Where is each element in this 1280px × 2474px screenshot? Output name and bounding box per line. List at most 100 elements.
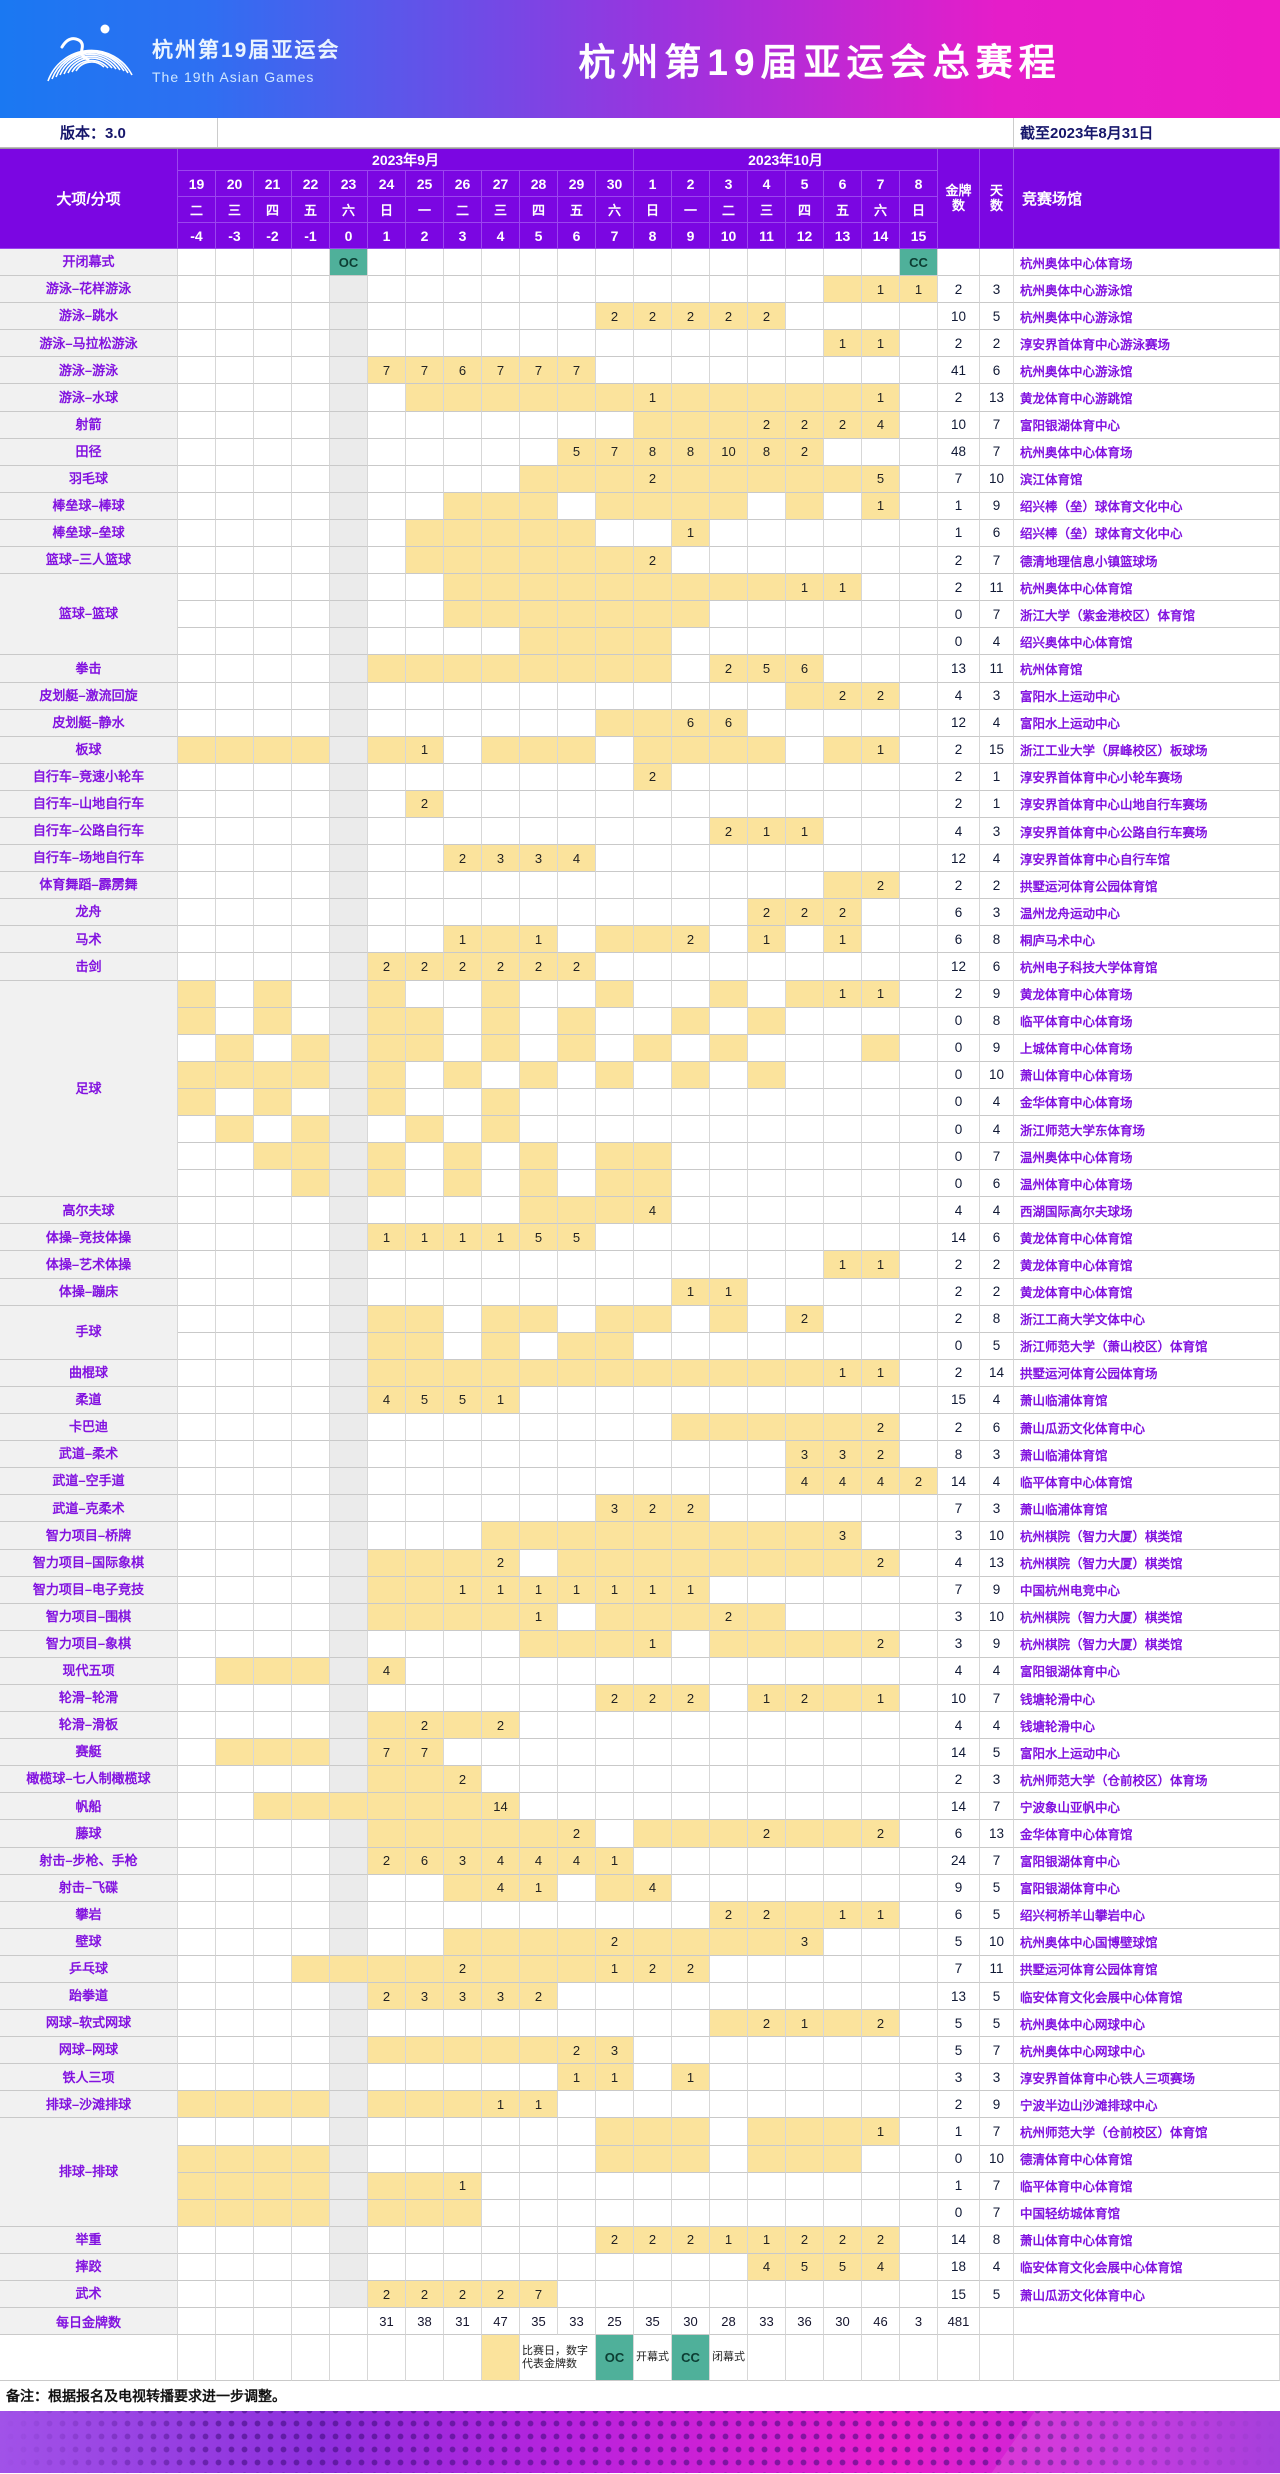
day-cell (748, 790, 786, 818)
day-cell (444, 249, 482, 277)
day-cell (216, 1955, 254, 1983)
day-cell (444, 303, 482, 331)
day-cell (596, 2145, 634, 2173)
day-cell (786, 790, 824, 818)
day-cell: 2 (368, 1983, 406, 2011)
day-cell (786, 2091, 824, 2119)
day-cell (482, 899, 520, 927)
day-cell (330, 1874, 368, 1902)
day-cell (330, 655, 368, 683)
days-cell: 13 (980, 384, 1014, 412)
day-cell (292, 465, 330, 493)
day-cell (824, 1305, 862, 1333)
day-cell (710, 249, 748, 277)
day-cell (900, 736, 938, 764)
day-cell (672, 763, 710, 791)
day-cell (748, 872, 786, 900)
day-cell: 2 (444, 1955, 482, 1983)
day-cell (786, 2037, 824, 2065)
day-cell (900, 872, 938, 900)
day-cell (710, 330, 748, 358)
day-cell (330, 438, 368, 466)
day-cell (178, 2118, 216, 2146)
day-cell: 1 (824, 1901, 862, 1929)
day-cell (520, 1468, 558, 1496)
day-cell (406, 519, 444, 548)
day-cell (444, 411, 482, 439)
day-cell (710, 1684, 748, 1713)
day-cell (710, 980, 748, 1008)
day-cell (900, 1983, 938, 2011)
day-cell (748, 519, 786, 548)
days-cell: 2 (980, 330, 1014, 358)
day-cell (558, 1549, 596, 1577)
days-cell: 9 (980, 1034, 1014, 1062)
day-cell (748, 1305, 786, 1333)
day-cell (444, 2226, 482, 2254)
day-cell (596, 1414, 634, 1442)
day-cell (558, 1007, 596, 1035)
day-cell (634, 330, 672, 358)
day-cell (596, 465, 634, 493)
day-cell (710, 1007, 748, 1035)
day-cell (672, 899, 710, 927)
day-cell (672, 1983, 710, 2011)
day-cell (216, 1630, 254, 1658)
day-cell (330, 1116, 368, 1144)
day-cell: 2 (824, 899, 862, 927)
day-cell (824, 1197, 862, 1225)
day-cell (178, 1034, 216, 1062)
day-cell (710, 899, 748, 927)
weekday-header: 五 (824, 197, 862, 223)
day-cell: 5 (558, 438, 596, 466)
day-cell (558, 1468, 596, 1496)
day-cell (368, 1684, 406, 1713)
gold-count-cell: 6 (938, 899, 980, 927)
day-cell (368, 1522, 406, 1550)
day-cell: 2 (368, 953, 406, 981)
day-cell (406, 1170, 444, 1198)
day-cell (786, 1522, 824, 1550)
day-cell: 1 (824, 1359, 862, 1387)
venue-cell: 黄龙体育中心游跳馆 (1014, 384, 1280, 412)
day-cell (824, 736, 862, 764)
day-cell (216, 1278, 254, 1306)
day-cell (596, 1386, 634, 1415)
day-cell (900, 926, 938, 954)
day-cell (406, 330, 444, 358)
day-cell (216, 411, 254, 439)
day-cell (292, 1739, 330, 1767)
day-cell (748, 1441, 786, 1469)
legend-cc-swatch: CC (672, 2335, 710, 2382)
day-cell (330, 872, 368, 900)
day-cell (216, 2226, 254, 2254)
day-cell (786, 1847, 824, 1875)
gold-count-cell: 2 (938, 547, 980, 575)
days-cell: 4 (980, 1197, 1014, 1225)
sport-label: 网球–网球 (0, 2037, 178, 2065)
day-cell (330, 1251, 368, 1279)
day-cell: 2 (786, 1305, 824, 1333)
day-index-header: 4 (482, 223, 520, 249)
day-cell (862, 1603, 900, 1631)
day-cell (444, 1088, 482, 1116)
day-cell (292, 1983, 330, 2011)
day-cell (368, 492, 406, 520)
day-cell (216, 1034, 254, 1062)
day-cell (596, 519, 634, 548)
day-cell (216, 1712, 254, 1740)
logo-title-en: The 19th Asian Games (152, 68, 315, 85)
day-cell (482, 1766, 520, 1794)
day-cell (900, 1522, 938, 1550)
day-cell (634, 357, 672, 385)
day-index-header: 13 (824, 223, 862, 249)
gold-count-cell (938, 2335, 980, 2382)
day-cell: 2 (900, 1468, 938, 1496)
day-cell (482, 1197, 520, 1225)
day-cell (558, 411, 596, 439)
venue-cell: 杭州电子科技大学体育馆 (1014, 953, 1280, 981)
day-cell: 2 (520, 953, 558, 981)
day-cell (596, 601, 634, 629)
day-cell: 7 (596, 438, 634, 466)
day-cell (178, 628, 216, 656)
